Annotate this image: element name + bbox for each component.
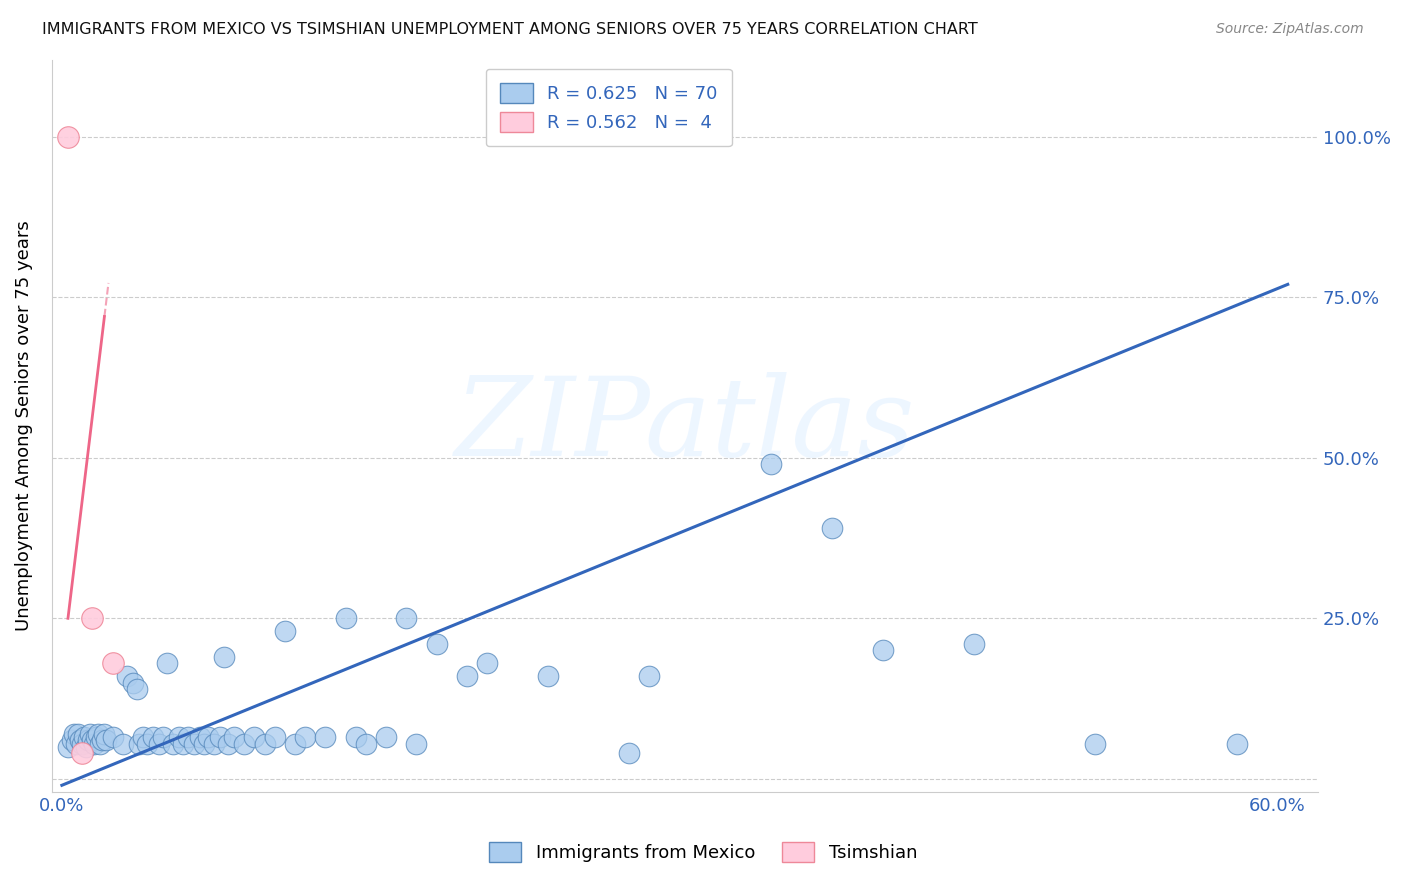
Point — [963, 637, 986, 651]
Point — [101, 657, 124, 671]
Point — [82, 611, 104, 625]
Point — [132, 730, 155, 744]
Point — [115, 669, 138, 683]
Point — [56, 739, 79, 754]
Point — [354, 737, 377, 751]
Legend: R = 0.625   N = 70, R = 0.562   N =  4: R = 0.625 N = 70, R = 0.562 N = 4 — [486, 69, 733, 146]
Legend: Immigrants from Mexico, Tsimshian: Immigrants from Mexico, Tsimshian — [481, 835, 925, 870]
Point — [294, 730, 316, 744]
Point — [60, 733, 83, 747]
Point — [233, 737, 256, 751]
Point — [79, 727, 101, 741]
Point — [87, 727, 110, 741]
Point — [208, 730, 231, 744]
Point — [101, 730, 124, 744]
Point — [284, 737, 307, 751]
Point — [67, 727, 90, 741]
Point — [63, 727, 86, 741]
Point — [65, 737, 87, 751]
Point — [162, 737, 184, 751]
Point — [759, 457, 782, 471]
Point — [197, 730, 219, 744]
Point — [152, 730, 174, 744]
Y-axis label: Unemployment Among Seniors over 75 years: Unemployment Among Seniors over 75 years — [15, 220, 32, 631]
Point — [70, 746, 93, 760]
Point — [217, 737, 239, 751]
Point — [202, 737, 225, 751]
Point — [212, 649, 235, 664]
Point — [176, 730, 198, 744]
Point — [128, 737, 150, 751]
Point — [93, 727, 115, 741]
Point — [638, 669, 661, 683]
Point — [148, 737, 170, 751]
Text: ZIPatlas: ZIPatlas — [454, 372, 915, 479]
Point — [121, 675, 143, 690]
Point — [619, 746, 641, 760]
Point — [537, 669, 560, 683]
Point — [96, 733, 118, 747]
Point — [73, 730, 96, 744]
Point — [77, 733, 100, 747]
Point — [872, 643, 894, 657]
Text: IMMIGRANTS FROM MEXICO VS TSIMSHIAN UNEMPLOYMENT AMONG SENIORS OVER 75 YEARS COR: IMMIGRANTS FROM MEXICO VS TSIMSHIAN UNEM… — [42, 22, 979, 37]
Point — [70, 737, 93, 751]
Point — [274, 624, 297, 639]
Point — [314, 730, 336, 744]
Point — [136, 737, 159, 751]
Point — [83, 737, 105, 751]
Point — [456, 669, 478, 683]
Point — [477, 657, 499, 671]
Point — [82, 733, 104, 747]
Point — [75, 739, 97, 754]
Point — [188, 730, 211, 744]
Point — [142, 730, 165, 744]
Point — [243, 730, 266, 744]
Point — [69, 733, 91, 747]
Point — [172, 737, 194, 751]
Point — [89, 737, 111, 751]
Point — [193, 737, 215, 751]
Point — [1226, 737, 1249, 751]
Point — [91, 733, 114, 747]
Point — [156, 657, 179, 671]
Point — [224, 730, 246, 744]
Text: Source: ZipAtlas.com: Source: ZipAtlas.com — [1216, 22, 1364, 37]
Point — [405, 737, 427, 751]
Point — [821, 521, 844, 535]
Point — [335, 611, 357, 625]
Point — [183, 737, 205, 751]
Point — [344, 730, 367, 744]
Point — [86, 730, 108, 744]
Point — [1084, 737, 1107, 751]
Point — [263, 730, 285, 744]
Point — [169, 730, 191, 744]
Point — [253, 737, 276, 751]
Point — [395, 611, 418, 625]
Point — [426, 637, 449, 651]
Point — [111, 737, 134, 751]
Point — [375, 730, 398, 744]
Point — [56, 129, 79, 144]
Point — [125, 681, 148, 696]
